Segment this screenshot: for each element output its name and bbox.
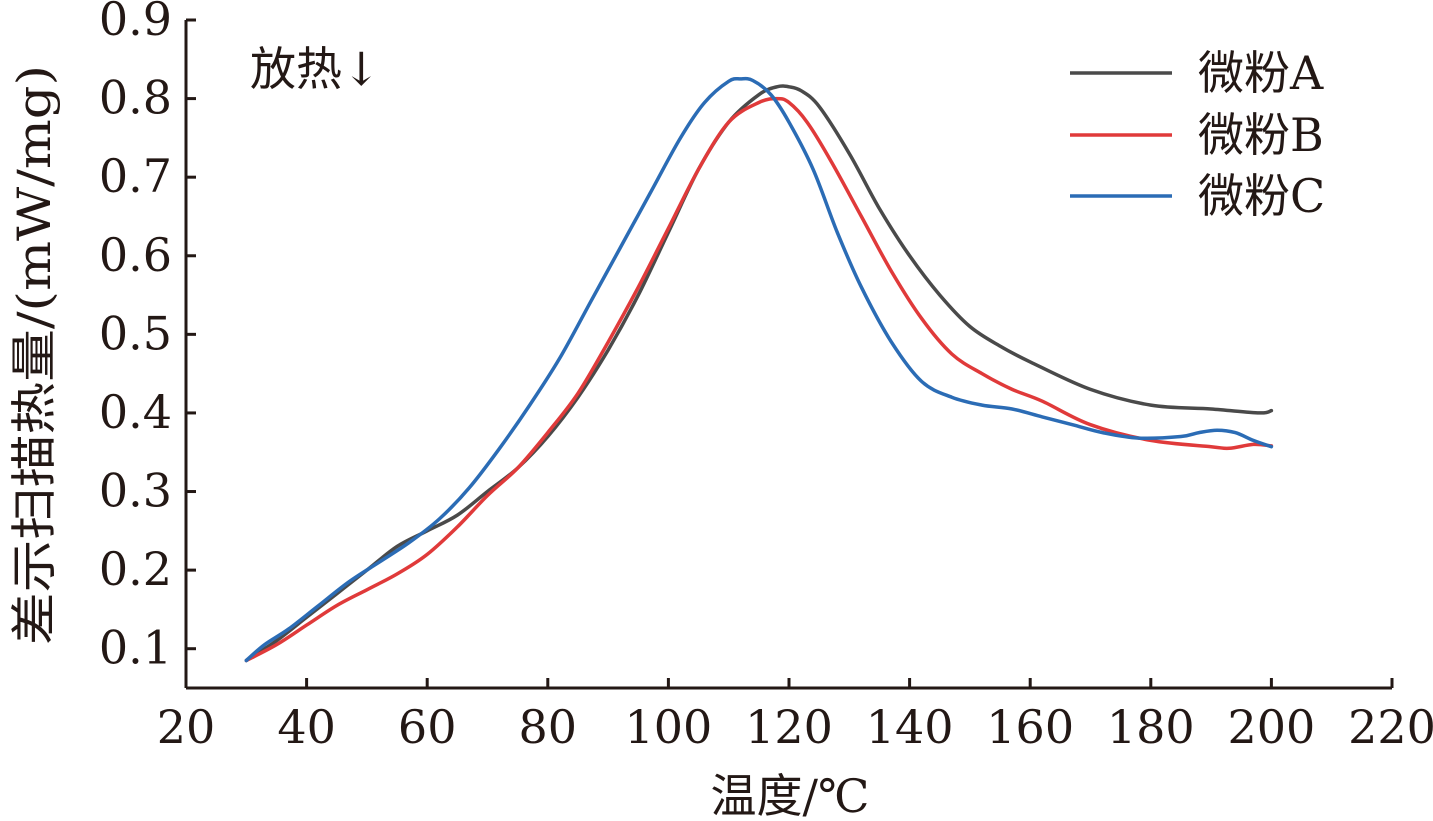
x-tick-label: 100 [624,700,712,754]
x-tick-label: 120 [745,700,833,754]
series-line-a [244,84,1274,663]
series-group [244,76,1274,663]
y-tick-label: 0.5 [99,306,172,360]
legend-label-c: 微粉C [1198,169,1325,223]
x-tick-label: 220 [1348,700,1433,754]
x-axis-title: 温度/℃ [711,769,870,821]
x-tick-label: 20 [157,700,216,754]
x-tick-label: 160 [986,700,1074,754]
legend-label-a: 微粉A [1198,46,1324,100]
y-tick-label: 0.4 [99,385,172,439]
y-ticks: 0.1 0.2 0.3 0.4 0.5 0.6 0.7 0.8 0.9 [99,0,196,675]
x-tick-label: 140 [866,700,954,754]
series-line-b [244,96,1274,663]
series-line-c [244,76,1274,663]
x-ticks: 20 40 60 80 100 120 140 160 180 200 220 [157,678,1433,754]
y-tick-label: 0.3 [99,464,172,518]
x-tick-label: 200 [1227,700,1315,754]
y-axis-title: 差示扫描热量/(mW/mg) [7,65,61,645]
y-tick-label: 0.7 [99,149,172,203]
x-tick-label: 40 [277,700,336,754]
y-tick-label: 0.6 [99,228,172,282]
y-tick-label: 0.9 [99,0,172,46]
x-tick-label: 80 [519,700,578,754]
y-tick-label: 0.2 [99,542,172,596]
exotherm-annotation: 放热↓ [250,42,381,96]
legend: 微粉A 微粉B 微粉C [1070,46,1325,223]
x-tick-label: 60 [398,700,457,754]
legend-label-b: 微粉B [1198,108,1324,162]
x-tick-label: 180 [1107,700,1195,754]
y-tick-label: 0.8 [99,71,172,125]
y-tick-label: 0.1 [99,621,172,675]
